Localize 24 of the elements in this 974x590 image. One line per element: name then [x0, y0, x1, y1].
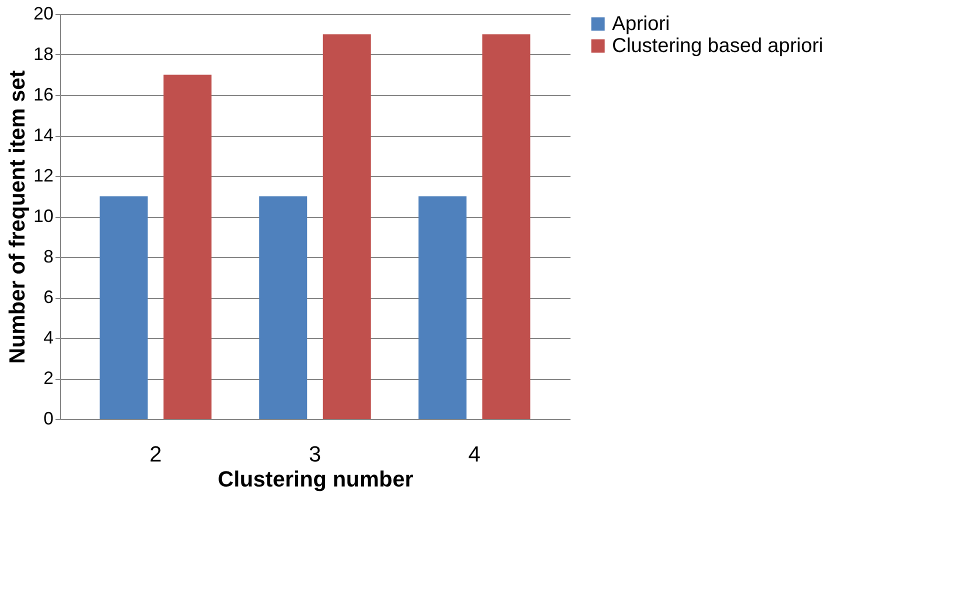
- y-tick-label: 18: [33, 44, 54, 64]
- bar: [259, 196, 308, 419]
- y-tick-label: 0: [43, 408, 54, 428]
- y-tick-label: 8: [43, 246, 54, 266]
- y-tick-label: 20: [33, 4, 54, 24]
- y-tick-label: 14: [33, 125, 54, 145]
- legend-label: Clustering based apriori: [612, 35, 824, 57]
- x-tick-label: 3: [308, 442, 322, 466]
- y-tick-label: 4: [43, 328, 54, 348]
- x-tick-label: 2: [150, 442, 162, 466]
- y-tick-label: 2: [43, 368, 54, 388]
- x-tick-label: 4: [468, 442, 480, 466]
- legend-label: Apriori: [612, 13, 670, 35]
- y-tick-label: 6: [43, 287, 54, 307]
- y-axis-title: Number of frequent item set: [4, 70, 30, 364]
- x-axis-title: Clustering number: [218, 466, 414, 492]
- bar: [482, 34, 530, 419]
- y-tick-label: 16: [33, 84, 54, 104]
- y-tick-label: 12: [33, 166, 54, 186]
- bar: [164, 74, 212, 419]
- y-tick-label: 10: [33, 206, 54, 226]
- bar: [418, 196, 466, 419]
- bar: [322, 34, 371, 419]
- bar: [100, 196, 148, 419]
